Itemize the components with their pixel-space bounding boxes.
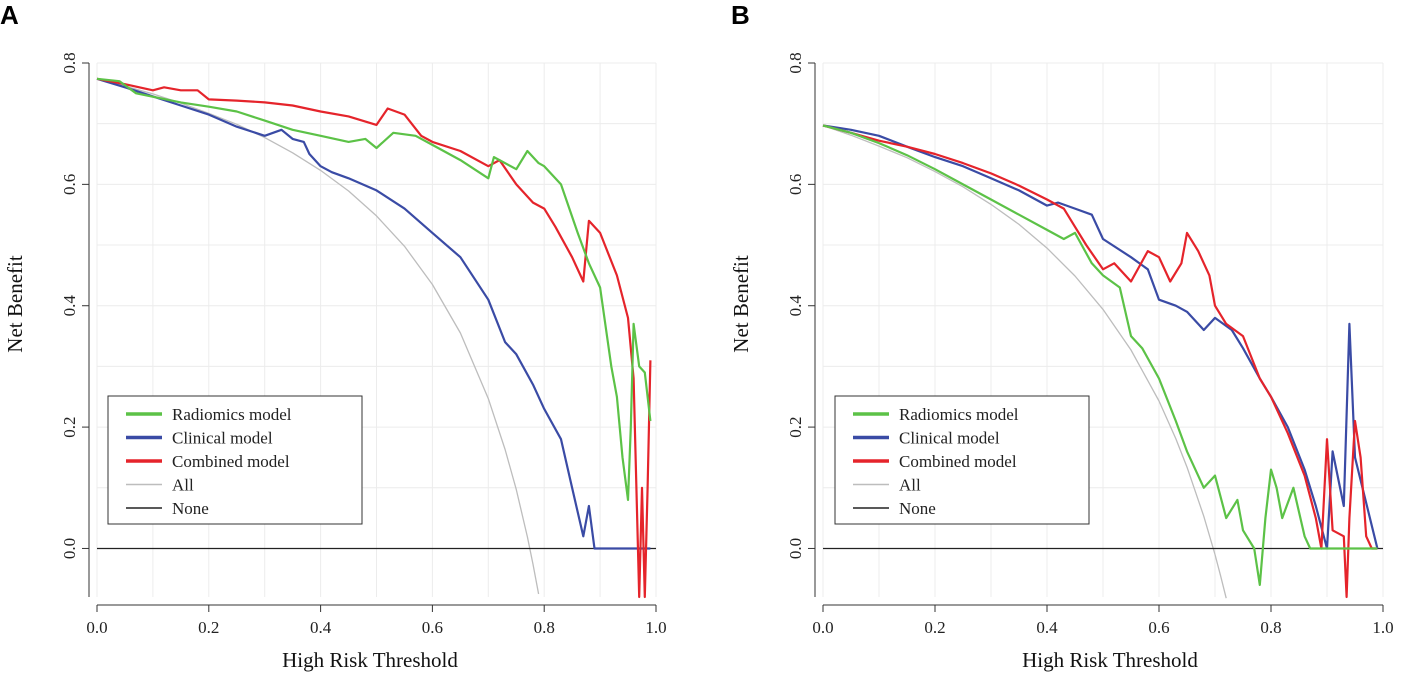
legend-b: Radiomics model Clinical model Combined mo… bbox=[834, 395, 1090, 525]
x-axis-title-b: High Risk Threshold bbox=[1022, 648, 1198, 672]
legend-label: Radiomics model bbox=[899, 405, 1019, 424]
x-tick-label: 0.0 bbox=[812, 618, 833, 637]
legend-a: Radiomics model Clinical model Combined mo… bbox=[107, 395, 363, 525]
y-axis-title-b: Net Benefit bbox=[729, 255, 753, 353]
legend-label: All bbox=[172, 476, 194, 495]
legend-label: None bbox=[172, 499, 209, 518]
series-line-combined-model bbox=[96, 77, 652, 599]
legend-label: Combined model bbox=[172, 452, 290, 471]
y-axis-title-a: Net Benefit bbox=[3, 255, 27, 353]
x-tick-label: 0.4 bbox=[1036, 618, 1058, 637]
series-layer-a bbox=[96, 77, 656, 599]
legend-label: All bbox=[899, 476, 921, 495]
series-line-clinical-model bbox=[96, 77, 651, 550]
legend-label: Clinical model bbox=[172, 429, 273, 448]
y-tick-label: 0.2 bbox=[786, 416, 805, 437]
x-tick-label: 0.6 bbox=[422, 618, 443, 637]
x-tick-label: 0.8 bbox=[1260, 618, 1281, 637]
legend-label: Radiomics model bbox=[172, 405, 292, 424]
chart-panel-a: A 0.0 0.2 0.4 0.6 0.8 1.0 0.0 0.2 0.4 0.6 0.8 Hig… bbox=[0, 0, 667, 672]
series-line-all bbox=[822, 124, 1227, 599]
x-ticks-a: 0.0 0.2 0.4 0.6 0.8 1.0 bbox=[86, 605, 667, 637]
x-axis-title-a: High Risk Threshold bbox=[282, 648, 458, 672]
legend-label: None bbox=[899, 499, 936, 518]
series-layer-b bbox=[822, 124, 1383, 599]
series-line-radiomics-model bbox=[96, 77, 652, 501]
legend-label: Clinical model bbox=[899, 429, 1000, 448]
x-tick-label: 0.2 bbox=[924, 618, 945, 637]
y-tick-label: 0.4 bbox=[786, 295, 805, 317]
y-tick-label: 0.4 bbox=[60, 295, 79, 317]
series-line-clinical-model bbox=[822, 124, 1379, 550]
legend-label: Combined model bbox=[899, 452, 1017, 471]
y-tick-label: 0.6 bbox=[60, 174, 79, 195]
x-tick-label: 0.2 bbox=[198, 618, 219, 637]
x-tick-label: 0.8 bbox=[534, 618, 555, 637]
x-tick-label: 0.0 bbox=[86, 618, 107, 637]
y-tick-label: 0.8 bbox=[60, 52, 79, 73]
x-tick-label: 0.4 bbox=[310, 618, 332, 637]
y-ticks-a: 0.0 0.2 0.4 0.6 0.8 bbox=[60, 52, 89, 559]
y-tick-label: 0.8 bbox=[786, 52, 805, 73]
y-tick-label: 0.0 bbox=[60, 538, 79, 559]
panel-label-a: A bbox=[0, 0, 19, 30]
x-tick-label: 1.0 bbox=[645, 618, 666, 637]
series-line-radiomics-model bbox=[822, 124, 1378, 587]
series-line-all bbox=[96, 78, 540, 595]
x-ticks-b: 0.0 0.2 0.4 0.6 0.8 1.0 bbox=[812, 605, 1394, 637]
y-tick-label: 0.6 bbox=[786, 174, 805, 195]
x-tick-label: 1.0 bbox=[1372, 618, 1393, 637]
x-tick-label: 0.6 bbox=[1148, 618, 1169, 637]
y-ticks-b: 0.0 0.2 0.4 0.6 0.8 bbox=[786, 52, 815, 559]
chart-panel-b: B 0.0 0.2 0.4 0.6 0.8 1.0 0.0 0.2 0.4 0.6 0.8 Hig… bbox=[729, 0, 1394, 672]
panel-label-b: B bbox=[731, 0, 750, 30]
y-tick-label: 0.2 bbox=[60, 416, 79, 437]
series-line-combined-model bbox=[822, 124, 1378, 599]
y-tick-label: 0.0 bbox=[786, 538, 805, 559]
